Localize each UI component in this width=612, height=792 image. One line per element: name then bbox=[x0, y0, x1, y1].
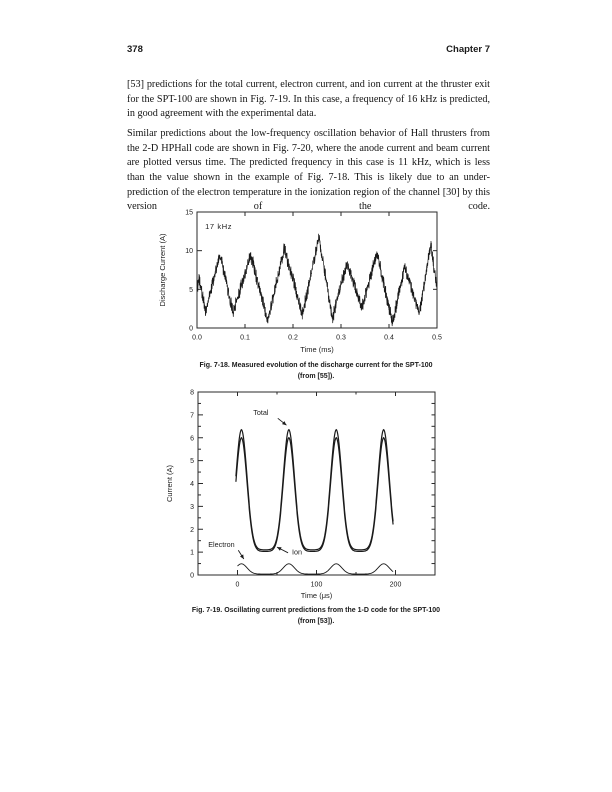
svg-text:0.1: 0.1 bbox=[240, 335, 250, 342]
paragraph-2: Similar predictions about the low-freque… bbox=[127, 128, 490, 213]
svg-text:2: 2 bbox=[190, 527, 194, 534]
svg-text:0.0: 0.0 bbox=[192, 335, 202, 342]
fig2-label-electron: Electron bbox=[208, 540, 234, 549]
svg-text:10: 10 bbox=[185, 248, 193, 255]
svg-text:0: 0 bbox=[236, 582, 240, 589]
fig2-tick-labels: 0 100 200 0 1 2 3 4 5 6 7 8 bbox=[190, 390, 401, 589]
body-text: [53] predictions for the total current, … bbox=[127, 78, 490, 220]
svg-text:100: 100 bbox=[311, 582, 323, 589]
svg-text:0: 0 bbox=[190, 573, 194, 580]
svg-text:0.3: 0.3 bbox=[336, 335, 346, 342]
svg-text:0.5: 0.5 bbox=[432, 335, 442, 342]
svg-text:0.4: 0.4 bbox=[384, 335, 394, 342]
svg-text:0: 0 bbox=[189, 326, 193, 333]
fig1-axis-titles: Time (ms) Discharge Current (A) 17 kHz bbox=[158, 222, 334, 354]
svg-text:5: 5 bbox=[189, 287, 193, 294]
fig2-curve-electron bbox=[237, 563, 394, 575]
svg-text:4: 4 bbox=[190, 481, 194, 488]
fig-7-18-chart: 0.0 0.1 0.2 0.3 0.4 0.5 0 5 10 15 Time (ms) Dischar… bbox=[158, 210, 442, 355]
svg-text:6: 6 bbox=[190, 435, 194, 442]
fig2-annotations: Total Electron Ion bbox=[208, 408, 302, 560]
fig2-label-ion: Ion bbox=[292, 547, 302, 556]
fig1-frequency-annotation: 17 kHz bbox=[205, 222, 232, 231]
paragraph-1: [53] predictions for the total current, … bbox=[127, 79, 490, 120]
fig2-label-total: Total bbox=[253, 408, 269, 417]
fig1-plot-box bbox=[196, 211, 438, 329]
fig2-xaxis-title: Time (μs) bbox=[301, 591, 333, 600]
svg-text:7: 7 bbox=[190, 412, 194, 419]
svg-text:5: 5 bbox=[190, 458, 194, 465]
fig1-axes bbox=[196, 211, 438, 329]
chapter-label: Chapter 7 bbox=[446, 44, 490, 55]
fig-7-18-caption: Fig. 7-18. Measured evolution of the dis… bbox=[199, 362, 433, 380]
page-header: 378 Chapter 7 bbox=[127, 44, 490, 55]
fig1-discharge-current-trace bbox=[196, 233, 438, 327]
svg-text:200: 200 bbox=[390, 582, 402, 589]
fig2-axes bbox=[197, 391, 436, 576]
fig1-yaxis-title: Discharge Current (A) bbox=[158, 233, 167, 306]
page-number: 378 bbox=[127, 44, 143, 55]
svg-text:0.2: 0.2 bbox=[288, 335, 298, 342]
fig2-curve-ion bbox=[235, 436, 394, 552]
svg-text:1: 1 bbox=[190, 550, 194, 557]
fig-7-19-chart: 0 100 200 0 1 2 3 4 5 6 7 8 Time (μs) Current (A) Tota… bbox=[165, 390, 436, 600]
svg-text:3: 3 bbox=[190, 504, 194, 511]
fig-7-19-caption: Fig. 7-19. Oscillating current predictio… bbox=[191, 607, 441, 625]
fig2-yaxis-title: Current (A) bbox=[165, 464, 174, 502]
fig2-axis-titles: Time (μs) Current (A) bbox=[165, 464, 333, 600]
fig2-curve-total bbox=[235, 428, 394, 551]
fig1-tick-labels: 0.0 0.1 0.2 0.3 0.4 0.5 0 5 10 15 bbox=[185, 210, 442, 342]
fig1-xaxis-title: Time (ms) bbox=[300, 345, 334, 354]
svg-text:8: 8 bbox=[190, 390, 194, 397]
svg-text:15: 15 bbox=[185, 210, 193, 217]
